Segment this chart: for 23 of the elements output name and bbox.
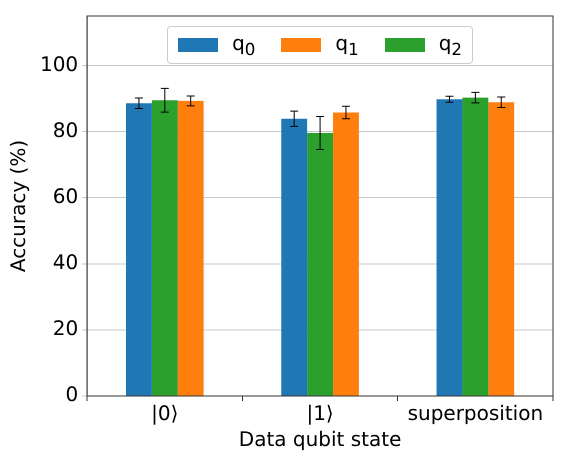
y-tick-label: 60 [52,184,78,208]
x-tick-label: |0⟩ [151,401,178,426]
legend-label: q$_{1}$ [335,31,359,59]
bar [126,103,152,396]
legend-label: q$_{0}$ [232,31,256,59]
bar [178,100,204,396]
y-tick-label: 80 [52,118,78,142]
y-tick-label: 20 [52,316,78,340]
bar [488,102,514,396]
y-tick-label: 0 [65,382,78,406]
bar [152,100,178,396]
legend-label: q$_{2}$ [438,31,462,59]
bar [281,118,308,396]
bar [333,112,359,396]
bar [307,132,334,396]
x-tick-label: |1⟩ [306,401,334,426]
y-tick-label: 100 [40,52,78,76]
bar [462,98,488,396]
y-axis-title: Accuracy (%) [6,140,30,272]
x-axis-title: Data qubit state [238,427,402,452]
y-tick-label: 40 [52,250,78,274]
x-tick-label: superposition [408,401,544,426]
bar [436,99,462,396]
